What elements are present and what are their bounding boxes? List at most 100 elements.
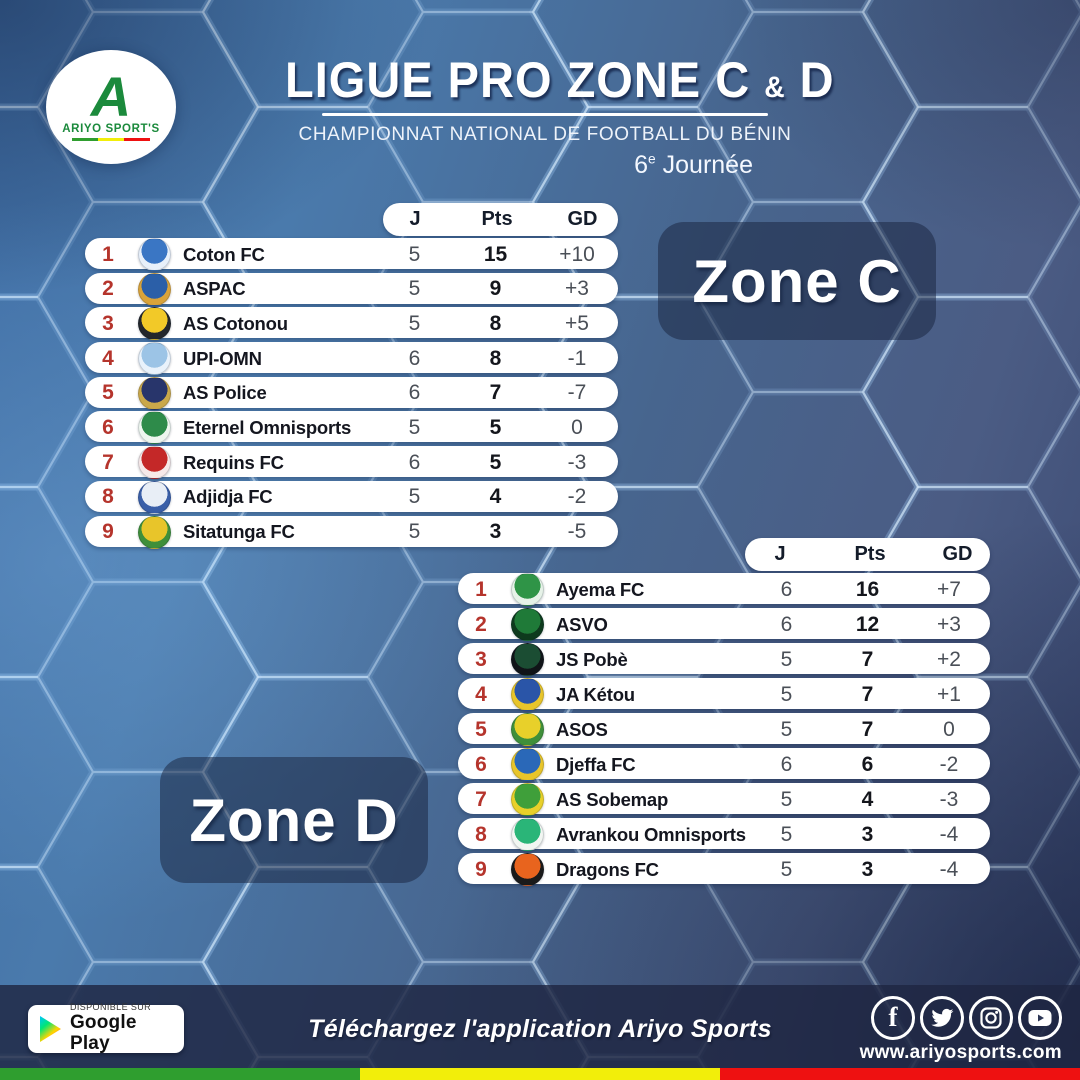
twitter-icon[interactable] [920, 996, 964, 1040]
team-name: Djeffa FC [556, 753, 636, 775]
goal-diff-value: -7 [567, 381, 587, 405]
points-value: 9 [489, 277, 502, 301]
stripe-red [720, 1068, 1080, 1080]
team-logo [510, 853, 544, 886]
matchday-label: 6e Journée [285, 151, 805, 180]
stripe-yellow [360, 1068, 720, 1080]
team-logo [510, 783, 544, 816]
team-name: AS Cotonou [183, 312, 288, 334]
twitter-bird-glyph [931, 1008, 954, 1027]
header: LIGUE PRO ZONE C & D CHAMPIONNAT NATIONA… [285, 51, 834, 180]
logo-flag-bar [72, 137, 150, 141]
zone-c-table: 1 Coton FC 5 15 +10 2 ASPAC 5 9 +3 3 AS Cotonou 5 8 +5… [85, 238, 618, 549]
rank-cell: 8 [102, 485, 114, 509]
played-value: 6 [408, 346, 421, 370]
rank-cell: 2 [475, 612, 487, 636]
ariyo-sports-logo: A ARIYO SPORT'S [46, 50, 176, 164]
team-logo [137, 272, 171, 306]
rank-cell: 8 [475, 822, 487, 846]
team-name: Avrankou Omnisports [556, 823, 746, 845]
goal-diff-value: -5 [567, 520, 587, 543]
website-url[interactable]: www.ariyosports.com [859, 1042, 1062, 1063]
matchday-sup: e [648, 151, 656, 167]
team-name: Requins FC [183, 451, 284, 473]
points-value: 6 [861, 752, 874, 776]
goal-diff-value: -1 [567, 346, 587, 370]
played-value: 6 [780, 752, 793, 776]
goal-diff-value: +1 [937, 682, 961, 706]
team-logo [510, 818, 544, 851]
goal-diff-value: +7 [937, 577, 961, 601]
goal-diff-value: -3 [567, 450, 587, 474]
zone-d-table: 1 Ayema FC 6 16 +7 2 ASVO 6 12 +3 3 JS Pobè 5 7 +2 4 JA … [458, 573, 990, 886]
google-play-icon [40, 1016, 61, 1042]
points-value: 7 [861, 647, 874, 671]
played-value: 5 [780, 857, 793, 881]
column-header-j: J [409, 208, 421, 230]
team-name: Ayema FC [556, 578, 645, 600]
logo-letter: A [90, 65, 132, 129]
played-value: 5 [780, 787, 793, 811]
goal-diff-value: 0 [943, 717, 955, 741]
instagram-glyph [980, 1007, 1002, 1029]
points-value: 7 [861, 682, 874, 706]
rank-cell: 6 [475, 752, 487, 776]
column-header-pts: Pts [854, 543, 886, 565]
points-value: 5 [489, 450, 502, 474]
team-logo [137, 376, 171, 410]
table-row: 6 Eternel Omnisports 5 5 0 [85, 411, 618, 445]
google-play-badge[interactable]: DISPONIBLE SUR Google Play [28, 1002, 184, 1054]
played-value: 5 [780, 822, 793, 846]
zone-d-table-header: J Pts GD [745, 538, 990, 571]
footer: DISPONIBLE SUR Google Play Téléchargez l… [0, 985, 1080, 1068]
table-row: 4 UPI-OMN 6 8 -1 [85, 342, 618, 376]
played-value: 5 [780, 647, 793, 671]
team-logo [510, 643, 544, 676]
rank-cell: 7 [475, 787, 487, 811]
goal-diff-value: +10 [559, 242, 595, 266]
logo-wordmark: ARIYO SPORT'S [62, 122, 160, 135]
social-icons-row: f [871, 996, 1062, 1040]
points-value: 3 [489, 520, 502, 543]
team-logo [137, 342, 171, 376]
subtitle: CHAMPIONNAT NATIONAL DE FOOTBALL DU BÉNI… [298, 124, 792, 145]
played-value: 5 [780, 717, 793, 741]
team-name: JS Pobè [556, 648, 628, 670]
team-logo [510, 608, 544, 641]
team-logo [137, 515, 171, 549]
played-value: 6 [780, 612, 793, 636]
team-name: ASPAC [183, 278, 246, 300]
rank-cell: 5 [475, 717, 487, 741]
points-value: 7 [861, 717, 874, 741]
table-row: 5 AS Police 6 7 -7 [85, 376, 618, 410]
table-row: 2 ASVO 6 12 +3 [458, 608, 990, 641]
points-value: 5 [489, 415, 502, 439]
column-header-pts: Pts [481, 208, 513, 230]
title-ampersand: & [764, 69, 786, 104]
instagram-icon[interactable] [969, 996, 1013, 1040]
table-row: 7 Requins FC 6 5 -3 [85, 446, 618, 480]
team-logo [137, 307, 171, 341]
team-name: AS Police [183, 382, 267, 404]
zone-c-label: Zone C [692, 247, 902, 315]
team-name: JA Kétou [556, 683, 635, 705]
play-badge-bottom-text: Google Play [69, 1012, 137, 1054]
goal-diff-value: +3 [565, 277, 589, 301]
goal-diff-value: -2 [939, 752, 959, 776]
rank-cell: 3 [102, 311, 114, 335]
title-underline [322, 113, 768, 116]
rank-cell: 6 [102, 415, 114, 439]
rank-cell: 1 [102, 242, 114, 266]
team-name: ASVO [556, 613, 608, 635]
table-row: 1 Ayema FC 6 16 +7 [458, 573, 990, 606]
youtube-icon[interactable] [1018, 996, 1062, 1040]
played-value: 5 [408, 520, 421, 543]
table-row: 6 Djeffa FC 6 6 -2 [458, 748, 990, 781]
played-value: 5 [408, 242, 421, 266]
facebook-icon[interactable]: f [871, 996, 915, 1040]
rank-cell: 9 [475, 857, 487, 881]
goal-diff-value: -3 [939, 787, 959, 811]
played-value: 6 [408, 381, 421, 405]
team-logo [510, 678, 544, 711]
